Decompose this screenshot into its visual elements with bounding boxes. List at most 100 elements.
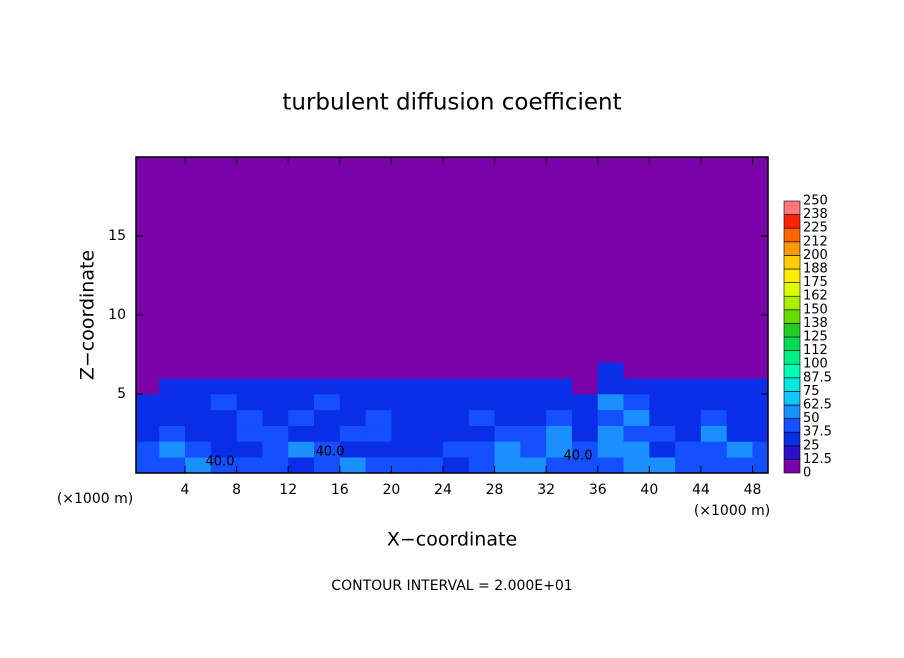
y-axis-label: Z−coordinate [77,250,99,380]
field-cell [597,362,624,379]
field-cell [339,425,366,442]
field-cell [520,425,547,442]
field-cell [339,441,366,458]
colorbar-box [783,363,801,379]
x-tick-label: 44 [692,482,710,498]
field-cell [365,441,392,458]
field-cell [417,394,444,411]
field-cell [236,441,263,458]
field-cell [468,457,495,474]
colorbar-label: 138 [803,316,828,331]
field-cell [236,457,263,474]
field-cell [623,378,650,395]
field-cell [391,378,418,395]
colorbar-label: 212 [803,234,828,249]
field-cell [391,409,418,426]
field-cell [136,409,160,426]
field-cell [339,409,366,426]
colorbar-label: 100 [803,357,828,372]
x-unit-label: (×1000 m) [57,491,133,507]
field-cell [700,378,728,395]
field-cell [468,378,495,395]
colorbar-label: 0 [803,466,811,481]
colorbar-box [783,214,801,229]
field-cell [288,378,315,395]
colorbar-label: 200 [803,248,828,263]
colorbar-box [783,404,801,419]
field-cell [288,394,315,411]
field-cell [313,457,341,474]
field-cell [391,394,418,411]
field-cell [136,441,160,458]
field-cell [571,409,599,426]
field-cell [623,409,650,426]
y-tick-label: 10 [108,307,126,323]
colorbar-box [783,282,801,297]
field-cell [726,441,753,458]
field-cell [571,394,599,411]
field-cell [288,425,315,442]
y-tick-label: 5 [117,386,126,402]
field-cell [339,394,366,411]
field-cell [649,362,676,379]
field-cell [210,362,237,379]
field-cell [288,457,315,474]
field-cell [313,409,341,426]
field-cell [185,394,212,411]
colorbar-box [783,336,801,351]
field-cell [597,409,624,426]
field-cell [468,362,495,379]
field-cell [442,441,470,458]
field-cell [597,441,624,458]
colorbar-label: 250 [803,194,828,209]
chart-title: turbulent diffusion coefficient [282,90,621,116]
field-cell [210,409,237,426]
field-cell [391,441,418,458]
field-cell [675,362,702,379]
field-cell [417,362,444,379]
colorbar-label: 238 [803,207,828,222]
colorbar-box [783,459,801,474]
field-cell [365,362,392,379]
colorbar-label: 150 [803,302,828,317]
field-cell [546,441,573,458]
colorbar-box [783,431,801,447]
field-cell [494,394,521,411]
y-tick-label: 15 [108,228,126,244]
colorbar-label: 50 [803,411,820,426]
colorbar-label: 12.5 [803,452,832,467]
field-cell [313,362,341,379]
field-cell [185,409,212,426]
x-axis-label: X−coordinate [387,529,517,551]
field-cell [494,362,521,379]
field-cell [236,362,263,379]
field-cell [623,362,650,379]
field-cell [675,425,702,442]
field-cell [649,378,676,395]
field-cell [700,362,728,379]
plot-area: 40.0 40.0 40.0 [136,157,769,474]
x-tick-label: 48 [744,482,762,498]
field-cell [623,394,650,411]
x-tick-label: 24 [434,482,452,498]
colorbar-box [783,350,801,365]
field-cell [649,409,676,426]
colorbar-label: 25 [803,438,820,453]
field-cell [494,457,521,474]
field-cell [726,378,753,395]
field-cell [546,425,573,442]
field-cell [494,378,521,395]
field-cell [726,394,753,411]
field-cell [442,457,470,474]
field-cell [313,441,341,458]
field-cell [623,441,650,458]
field-cell [313,394,341,411]
colorbar-label: 225 [803,221,828,236]
field-cell [571,457,599,474]
colorbar-box [783,323,801,338]
colorbar-box [783,309,801,324]
field-cell [597,457,624,474]
x-tick-label: 28 [486,482,504,498]
field-cell [159,425,186,442]
field-cell [546,409,573,426]
